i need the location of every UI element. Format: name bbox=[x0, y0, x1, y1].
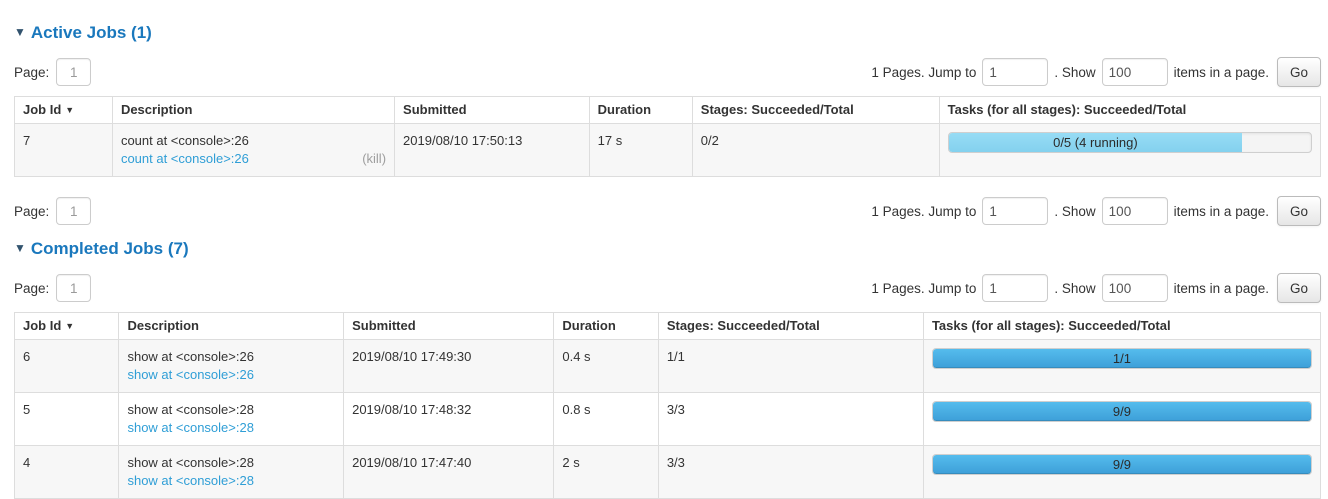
completed-jobs-pagination-top: Page: 1 Pages. Jump to . Show items in a… bbox=[14, 273, 1321, 303]
column-header-description[interactable]: Description bbox=[118, 312, 345, 340]
column-header-duration[interactable]: Duration bbox=[553, 312, 659, 340]
column-header-job-id[interactable]: Job Id ▼ bbox=[13, 312, 120, 340]
submitted-cell: 2019/08/10 17:49:30 bbox=[343, 339, 555, 393]
go-button[interactable]: Go bbox=[1276, 196, 1321, 226]
collapse-arrow-icon: ▼ bbox=[14, 25, 26, 39]
active-jobs-table: Job Id ▼ Description Submitted Duration S… bbox=[14, 96, 1322, 177]
duration-cell: 2 s bbox=[553, 445, 659, 499]
stages-cell: 1/1 bbox=[657, 339, 924, 393]
column-header-duration[interactable]: Duration bbox=[588, 96, 693, 124]
tasks-cell: 0/5 (4 running) bbox=[938, 123, 1322, 177]
tasks-cell: 9/9 bbox=[922, 445, 1322, 499]
duration-cell: 17 s bbox=[588, 123, 693, 177]
job-id-cell: 4 bbox=[13, 445, 120, 499]
tasks-progress-bar: 9/9 bbox=[931, 401, 1312, 422]
progress-completed-fill: 1/1 bbox=[932, 349, 1311, 368]
pages-jump-text: 1 Pages. Jump to bbox=[871, 64, 977, 80]
column-header-job-id[interactable]: Job Id ▼ bbox=[14, 96, 113, 124]
job-detail-link[interactable]: show at <console>:28 bbox=[127, 473, 254, 488]
column-header-description[interactable]: Description bbox=[111, 96, 396, 124]
job-description-cell: show at <console>:28 show at <console>:2… bbox=[118, 392, 345, 446]
page-number-input[interactable] bbox=[56, 274, 92, 302]
job-detail-link[interactable]: show at <console>:28 bbox=[127, 420, 254, 435]
active-jobs-header[interactable]: ▼ Active Jobs (1) bbox=[14, 23, 1321, 43]
page-number-input[interactable] bbox=[56, 58, 92, 86]
items-per-page-input[interactable] bbox=[1101, 58, 1168, 86]
items-per-page-input[interactable] bbox=[1101, 274, 1168, 302]
jump-to-page-input[interactable] bbox=[982, 274, 1049, 302]
progress-completed-fill: 9/9 bbox=[932, 455, 1311, 474]
pages-jump-text: 1 Pages. Jump to bbox=[871, 203, 977, 219]
job-id-cell: 6 bbox=[13, 339, 120, 393]
sort-desc-icon: ▼ bbox=[65, 321, 75, 331]
tasks-cell: 9/9 bbox=[922, 392, 1322, 446]
job-description-cell: count at <console>:26 (kill) count at <c… bbox=[111, 123, 396, 177]
submitted-cell: 2019/08/10 17:50:13 bbox=[394, 123, 590, 177]
kill-link[interactable]: (kill) bbox=[362, 151, 387, 166]
submitted-cell: 2019/08/10 17:47:40 bbox=[343, 445, 555, 499]
completed-jobs-title: Completed Jobs (7) bbox=[30, 239, 189, 258]
page-label: Page: bbox=[14, 280, 50, 296]
items-text: items in a page. bbox=[1173, 64, 1269, 80]
column-header-stages[interactable]: Stages: Succeeded/Total bbox=[657, 312, 924, 340]
tasks-progress-bar: 9/9 bbox=[931, 454, 1312, 475]
stages-cell: 3/3 bbox=[657, 392, 924, 446]
tasks-progress-bar: 0/5 (4 running) bbox=[947, 132, 1312, 153]
tasks-progress-bar: 1/1 bbox=[931, 348, 1312, 369]
sort-desc-icon: ▼ bbox=[65, 105, 75, 115]
tasks-cell: 1/1 bbox=[922, 339, 1322, 393]
stages-cell: 0/2 bbox=[691, 123, 940, 177]
page-label: Page: bbox=[14, 203, 50, 219]
column-header-tasks[interactable]: Tasks (for all stages): Succeeded/Total bbox=[938, 96, 1322, 124]
progress-completed-fill: 9/9 bbox=[932, 402, 1311, 421]
page-number-input[interactable] bbox=[56, 197, 92, 225]
job-description-text: show at <console>:28 bbox=[127, 455, 254, 470]
table-row: 5 show at <console>:28 show at <console>… bbox=[13, 392, 1322, 446]
column-header-stages[interactable]: Stages: Succeeded/Total bbox=[691, 96, 940, 124]
table-row: 7 count at <console>:26 (kill) count at … bbox=[14, 123, 1322, 177]
show-text: . Show bbox=[1054, 203, 1096, 219]
page-label: Page: bbox=[14, 64, 50, 80]
table-header-row: Job Id ▼ Description Submitted Duration S… bbox=[14, 96, 1322, 124]
active-jobs-pagination-top: Page: 1 Pages. Jump to . Show items in a… bbox=[14, 57, 1321, 87]
completed-jobs-table: Job Id ▼ Description Submitted Duration S… bbox=[13, 312, 1322, 499]
go-button[interactable]: Go bbox=[1276, 57, 1321, 87]
job-detail-link[interactable]: count at <console>:26 bbox=[120, 151, 249, 166]
show-text: . Show bbox=[1054, 64, 1096, 80]
items-per-page-input[interactable] bbox=[1101, 197, 1168, 225]
column-header-submitted[interactable]: Submitted bbox=[394, 96, 590, 124]
column-header-submitted[interactable]: Submitted bbox=[343, 312, 555, 340]
active-jobs-pagination-bottom: Page: 1 Pages. Jump to . Show items in a… bbox=[14, 196, 1321, 226]
jump-to-page-input[interactable] bbox=[982, 58, 1049, 86]
show-text: . Show bbox=[1054, 280, 1096, 296]
active-jobs-title: Active Jobs (1) bbox=[30, 23, 152, 42]
table-row: 4 show at <console>:28 show at <console>… bbox=[13, 445, 1322, 499]
completed-jobs-header[interactable]: ▼ Completed Jobs (7) bbox=[14, 239, 1321, 259]
items-text: items in a page. bbox=[1173, 280, 1269, 296]
progress-running-fill: 0/5 (4 running) bbox=[948, 133, 1243, 152]
table-row: 6 show at <console>:26 show at <console>… bbox=[13, 339, 1322, 393]
job-description-text: show at <console>:26 bbox=[127, 349, 254, 364]
table-header-row: Job Id ▼ Description Submitted Duration S… bbox=[13, 312, 1322, 340]
pages-jump-text: 1 Pages. Jump to bbox=[871, 280, 977, 296]
submitted-cell: 2019/08/10 17:48:32 bbox=[343, 392, 555, 446]
job-description-text: show at <console>:28 bbox=[127, 402, 254, 417]
collapse-arrow-icon: ▼ bbox=[14, 241, 26, 255]
job-id-cell: 5 bbox=[13, 392, 120, 446]
go-button[interactable]: Go bbox=[1276, 273, 1321, 303]
duration-cell: 0.4 s bbox=[553, 339, 659, 393]
items-text: items in a page. bbox=[1173, 203, 1269, 219]
job-detail-link[interactable]: show at <console>:26 bbox=[127, 367, 254, 382]
job-description-cell: show at <console>:26 show at <console>:2… bbox=[118, 339, 345, 393]
job-description-cell: show at <console>:28 show at <console>:2… bbox=[118, 445, 345, 499]
duration-cell: 0.8 s bbox=[553, 392, 659, 446]
column-header-tasks[interactable]: Tasks (for all stages): Succeeded/Total bbox=[922, 312, 1322, 340]
job-id-cell: 7 bbox=[14, 123, 113, 177]
jump-to-page-input[interactable] bbox=[982, 197, 1049, 225]
job-description-text: count at <console>:26 bbox=[120, 133, 249, 148]
stages-cell: 3/3 bbox=[657, 445, 924, 499]
